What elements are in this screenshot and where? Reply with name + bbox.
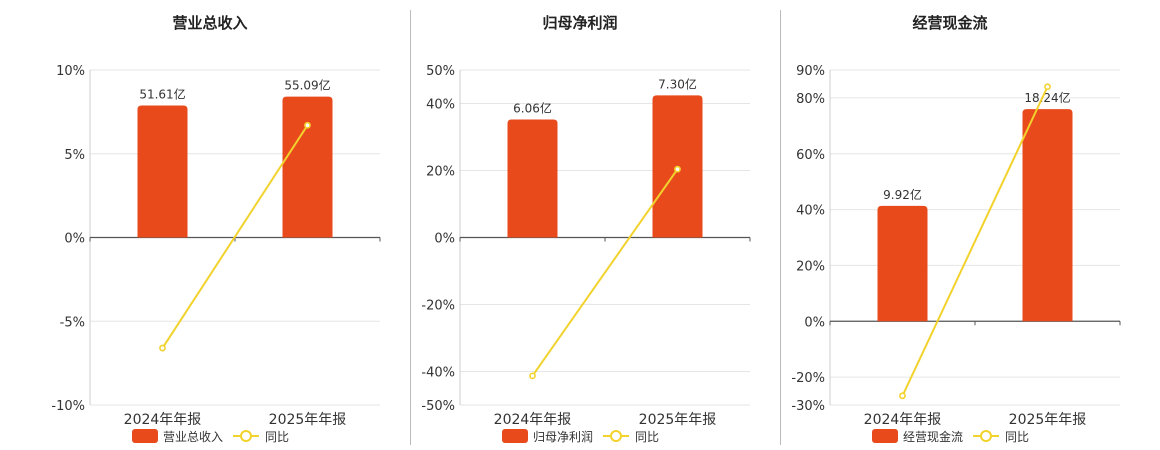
bar-data-label: 51.61亿	[139, 87, 185, 102]
legend-bar-swatch-icon	[132, 429, 158, 443]
y-tick-label: 50%	[426, 64, 455, 79]
yoy-point	[1044, 83, 1051, 91]
chart-title: 归母净利润	[542, 14, 617, 32]
x-tick-label: 2024年年报	[864, 412, 942, 428]
chart-revenue: 营业总收入 -10% -5% 0% 5% 10% 51.61亿 55.09亿 2024年年报 20…	[51, 14, 381, 444]
chart-title: 营业总收入	[172, 14, 247, 32]
y-tick-label: -5%	[60, 315, 85, 330]
y-tick-label: -50%	[421, 399, 455, 414]
chart-net-profit: 归母净利润 -50% -40% -20% 0% 20% 40% 50% 6.06亿 7.30亿 20…	[421, 14, 751, 444]
y-tick-label: 10%	[56, 64, 85, 79]
y-tick-label: -20%	[791, 371, 825, 386]
legend-line-marker-icon	[980, 430, 992, 442]
y-tick-label: 90%	[796, 64, 825, 79]
x-tick-label: 2025年年报	[269, 412, 347, 428]
yoy-point	[529, 372, 536, 380]
legend-bar-label: 经营现金流	[903, 429, 963, 444]
y-tick-label: 60%	[796, 148, 825, 163]
bar	[282, 96, 333, 238]
legend-line-label: 同比	[265, 430, 289, 444]
yoy-point	[159, 344, 166, 352]
legend-bar-label: 归母净利润	[533, 430, 593, 444]
bar-data-label: 7.30亿	[658, 76, 697, 91]
y-tick-label: -30%	[791, 399, 825, 414]
yoy-line	[901, 86, 1049, 397]
y-tick-label: 0%	[434, 232, 455, 247]
y-tick-label: -10%	[51, 399, 85, 414]
y-tick-label: 40%	[796, 204, 825, 219]
y-tick-label: 20%	[426, 165, 455, 180]
legend-line-label: 同比	[635, 430, 659, 444]
yoy-point	[304, 121, 311, 129]
y-tick-label: 0%	[64, 232, 85, 247]
y-tick-label: -20%	[421, 299, 455, 314]
y-tick-label: 20%	[796, 259, 825, 274]
bar-data-label: 18.24亿	[1024, 90, 1070, 105]
legend-bar-swatch-icon	[502, 429, 528, 443]
yoy-point	[899, 392, 906, 400]
legend-line-marker-icon	[610, 430, 622, 442]
x-tick-label: 2024年年报	[124, 412, 202, 428]
x-tick-label: 2024年年报	[494, 412, 572, 428]
yoy-point	[674, 165, 681, 173]
panel-divider	[410, 10, 411, 445]
yoy-line	[161, 124, 309, 349]
x-tick-label: 2025年年报	[639, 412, 717, 428]
x-tick-label: 2025年年报	[1009, 412, 1087, 428]
yoy-line	[531, 168, 679, 377]
legend-line-marker-icon	[240, 430, 252, 442]
bar	[507, 119, 558, 238]
bar-data-label: 9.92亿	[883, 187, 922, 202]
y-tick-label: 5%	[64, 148, 85, 163]
y-tick-label: 80%	[796, 92, 825, 107]
legend-line-label: 同比	[1005, 430, 1029, 444]
y-tick-label: 0%	[804, 315, 825, 330]
y-tick-label: -40%	[421, 366, 455, 381]
y-tick-label: 40%	[426, 98, 455, 113]
legend-bar-swatch-icon	[872, 429, 898, 443]
bar	[1022, 109, 1073, 322]
bar	[137, 105, 188, 238]
chart-operating-cashflow: 经营现金流 -30% -20% 0% 20% 40% 60% 80% 90% 9.92亿 18.24…	[791, 14, 1121, 444]
legend-bar-label: 营业总收入	[163, 430, 223, 444]
bar	[877, 205, 928, 322]
bar-data-label: 55.09亿	[284, 78, 330, 93]
panel-divider	[780, 10, 781, 445]
bar-data-label: 6.06亿	[513, 100, 552, 115]
chart-title: 经营现金流	[912, 14, 987, 32]
